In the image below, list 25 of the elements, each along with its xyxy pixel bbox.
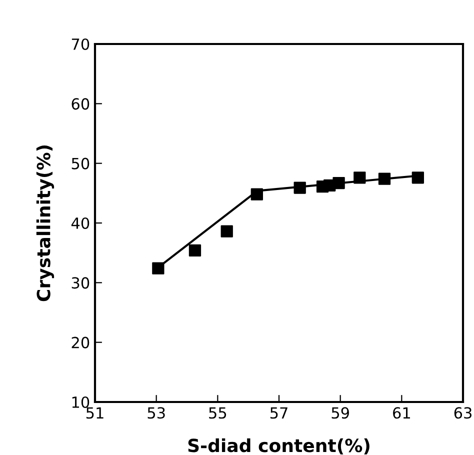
y-tick-label: 60 (72, 98, 90, 110)
x-axis-title: S-diad content(%) (188, 438, 370, 454)
x-tick-label: 59 (332, 407, 349, 419)
point (378, 172, 391, 185)
point (354, 172, 366, 184)
point (250, 188, 263, 200)
x-tick-label: 53 (148, 407, 165, 419)
x-tick-label: 51 (86, 407, 104, 419)
point (152, 262, 164, 274)
point (294, 182, 306, 194)
y-tick-label: 10 (72, 396, 90, 408)
y-tick-label: 70 (72, 38, 90, 50)
x-tick-label: 63 (454, 407, 472, 419)
y-axis-title: Crystallinity(%) (36, 146, 54, 302)
point (188, 244, 202, 257)
y-tick-label: 50 (72, 158, 90, 170)
point (412, 172, 424, 184)
x-tick-label: 55 (209, 407, 226, 419)
point (220, 225, 233, 238)
y-tick-label: 30 (72, 277, 90, 289)
y-tick-label: 40 (71, 217, 90, 230)
x-tick-label: 61 (393, 407, 410, 419)
x-tick-label: 57 (270, 407, 288, 419)
y-tick-label: 20 (72, 336, 90, 348)
point (332, 176, 345, 190)
